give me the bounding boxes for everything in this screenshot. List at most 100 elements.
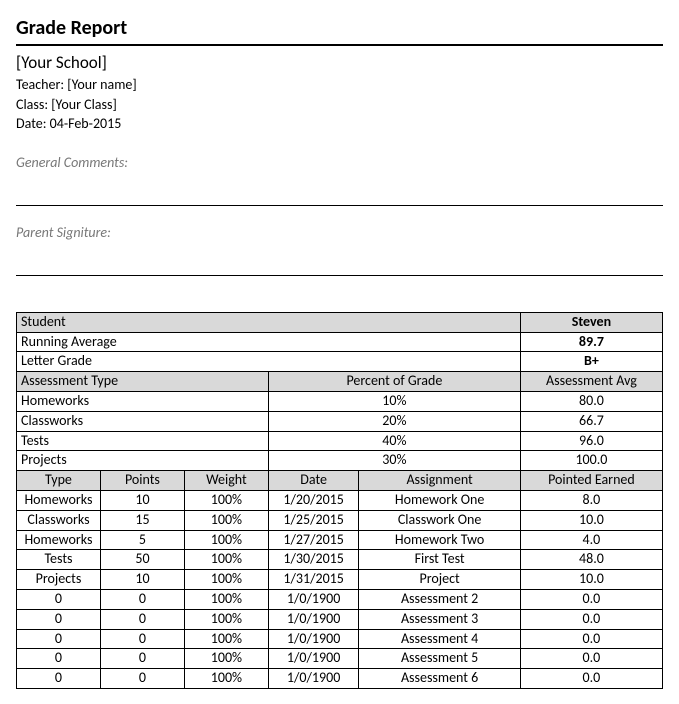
detail-weight-cell: 100% <box>184 609 268 629</box>
detail-row: 00100%1/0/1900Assessment 50.0 <box>17 649 663 669</box>
detail-row: Classworks15100%1/25/2015Classwork One10… <box>17 510 663 530</box>
assessment-pct-cell: 10% <box>268 391 520 411</box>
detail-weight-cell: 100% <box>184 629 268 649</box>
school-name: [Your School] <box>16 52 663 73</box>
class-label: Class: <box>16 96 48 113</box>
detail-row: Projects10100%1/31/2015Project10.0 <box>17 570 663 590</box>
percent-of-grade-header: Percent of Grade <box>268 372 520 392</box>
date-label: Date: <box>16 115 46 132</box>
detail-points-cell: 0 <box>100 589 184 609</box>
detail-date-cell: 1/0/1900 <box>268 669 358 689</box>
detail-type-cell: 0 <box>17 609 101 629</box>
detail-points-cell: 0 <box>100 629 184 649</box>
detail-type-cell: Classworks <box>17 510 101 530</box>
detail-weight-cell: 100% <box>184 570 268 590</box>
detail-earned-cell: 0.0 <box>520 649 662 669</box>
assessment-avg-cell: 96.0 <box>520 431 662 451</box>
grade-table-wrap: Student Steven Running Average 89.7 Lett… <box>16 312 663 689</box>
detail-date-cell: 1/20/2015 <box>268 490 358 510</box>
assessment-avg-cell: 80.0 <box>520 391 662 411</box>
student-row: Student Steven <box>17 312 663 332</box>
detail-row: 00100%1/0/1900Assessment 20.0 <box>17 589 663 609</box>
running-average-value: 89.7 <box>520 332 662 352</box>
detail-header-row: Type Points Weight Date Assignment Point… <box>17 471 663 491</box>
grade-table: Student Steven Running Average 89.7 Lett… <box>16 312 663 689</box>
assessment-header-row: Assessment Type Percent of Grade Assessm… <box>17 372 663 392</box>
class-line: Class: [Your Class] <box>16 95 663 115</box>
assessment-avg-cell: 66.7 <box>520 411 662 431</box>
class-value: [Your Class] <box>51 96 116 113</box>
teacher-label: Teacher: <box>16 76 64 93</box>
detail-earned-cell: 10.0 <box>520 510 662 530</box>
detail-date-cell: 1/31/2015 <box>268 570 358 590</box>
detail-assignment-cell: Assessment 3 <box>359 609 521 629</box>
detail-row: Homeworks10100%1/20/2015Homework One8.0 <box>17 490 663 510</box>
assessment-pct-cell: 40% <box>268 431 520 451</box>
detail-weight-cell: 100% <box>184 669 268 689</box>
letter-grade-value: B+ <box>520 352 662 372</box>
detail-earned-cell: 0.0 <box>520 609 662 629</box>
assessment-row: Classworks20%66.7 <box>17 411 663 431</box>
detail-type-cell: Projects <box>17 570 101 590</box>
detail-date-cell: 1/0/1900 <box>268 589 358 609</box>
detail-assignment-cell: Assessment 4 <box>359 629 521 649</box>
page-title: Grade Report <box>16 16 663 40</box>
rule-top <box>16 44 663 46</box>
detail-points-cell: 0 <box>100 649 184 669</box>
teacher-value: [Your name] <box>67 76 136 93</box>
detail-type-cell: 0 <box>17 629 101 649</box>
detail-date-cell: 1/0/1900 <box>268 649 358 669</box>
detail-type-cell: Tests <box>17 550 101 570</box>
detail-date-cell: 1/0/1900 <box>268 609 358 629</box>
detail-assignment-cell: Homework One <box>359 490 521 510</box>
detail-earned-cell: 10.0 <box>520 570 662 590</box>
assessment-avg-cell: 100.0 <box>520 451 662 471</box>
detail-date-header: Date <box>268 471 358 491</box>
detail-earned-header: Pointed Earned <box>520 471 662 491</box>
detail-assignment-cell: Assessment 6 <box>359 669 521 689</box>
detail-weight-cell: 100% <box>184 589 268 609</box>
detail-points-cell: 0 <box>100 609 184 629</box>
detail-row: Tests50100%1/30/2015First Test48.0 <box>17 550 663 570</box>
detail-date-cell: 1/27/2015 <box>268 530 358 550</box>
detail-type-cell: 0 <box>17 589 101 609</box>
detail-date-cell: 1/0/1900 <box>268 629 358 649</box>
student-label: Student <box>17 312 521 332</box>
detail-earned-cell: 8.0 <box>520 490 662 510</box>
detail-assignment-cell: Assessment 2 <box>359 589 521 609</box>
detail-weight-cell: 100% <box>184 510 268 530</box>
assessment-avg-header: Assessment Avg <box>520 372 662 392</box>
detail-earned-cell: 0.0 <box>520 669 662 689</box>
detail-type-header: Type <box>17 471 101 491</box>
detail-points-header: Points <box>100 471 184 491</box>
assessment-row: Homeworks10%80.0 <box>17 391 663 411</box>
detail-row: Homeworks5100%1/27/2015Homework Two4.0 <box>17 530 663 550</box>
detail-points-cell: 0 <box>100 669 184 689</box>
detail-type-cell: 0 <box>17 669 101 689</box>
detail-earned-cell: 0.0 <box>520 589 662 609</box>
detail-row: 00100%1/0/1900Assessment 30.0 <box>17 609 663 629</box>
detail-assignment-cell: Classwork One <box>359 510 521 530</box>
assessment-pct-cell: 20% <box>268 411 520 431</box>
rule-signature <box>16 275 663 276</box>
detail-weight-cell: 100% <box>184 649 268 669</box>
detail-points-cell: 5 <box>100 530 184 550</box>
detail-points-cell: 50 <box>100 550 184 570</box>
detail-points-cell: 10 <box>100 570 184 590</box>
running-average-row: Running Average 89.7 <box>17 332 663 352</box>
detail-points-cell: 15 <box>100 510 184 530</box>
detail-date-cell: 1/30/2015 <box>268 550 358 570</box>
assessment-type-cell: Homeworks <box>17 391 269 411</box>
detail-weight-cell: 100% <box>184 530 268 550</box>
assessment-type-header: Assessment Type <box>17 372 269 392</box>
rule-comments <box>16 205 663 206</box>
detail-earned-cell: 0.0 <box>520 629 662 649</box>
detail-assignment-cell: First Test <box>359 550 521 570</box>
teacher-line: Teacher: [Your name] <box>16 75 663 95</box>
detail-assignment-header: Assignment <box>359 471 521 491</box>
detail-type-cell: Homeworks <box>17 490 101 510</box>
detail-assignment-cell: Project <box>359 570 521 590</box>
parent-signature-label: Parent Signiture: <box>16 224 663 241</box>
assessment-row: Projects30%100.0 <box>17 451 663 471</box>
general-comments-label: General Comments: <box>16 154 663 171</box>
